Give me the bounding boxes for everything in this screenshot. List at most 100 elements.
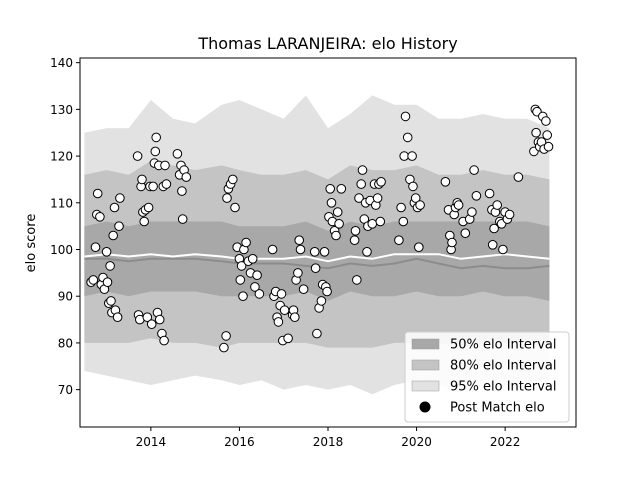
post-match-point (543, 141, 554, 152)
post-match-point (102, 277, 113, 288)
post-match-point (319, 247, 330, 257)
post-match-point (160, 160, 170, 171)
post-match-point (498, 244, 508, 255)
post-match-point (542, 130, 553, 140)
x-tick-label: 2022 (490, 435, 521, 449)
post-match-point (92, 188, 103, 199)
post-match-point (142, 312, 153, 323)
post-match-point (177, 186, 187, 196)
post-match-point (447, 237, 457, 248)
post-match-point (356, 179, 367, 189)
post-match-point (325, 184, 336, 194)
post-match-point (372, 193, 383, 203)
post-match-point (489, 223, 499, 234)
x-tick-label: 2016 (224, 435, 255, 449)
post-match-point (352, 275, 362, 285)
x-tick-label: 2018 (313, 435, 344, 449)
post-match-point (106, 296, 116, 306)
post-match-point (467, 207, 477, 217)
post-match-point (143, 202, 154, 213)
post-match-point (90, 242, 101, 252)
post-match-point (310, 263, 321, 274)
post-match-point (236, 261, 247, 271)
post-match-point (267, 244, 278, 255)
interval-bands (84, 95, 550, 395)
post-match-point (408, 181, 418, 192)
legend-box (404, 331, 570, 423)
post-match-point (290, 312, 300, 323)
post-match-point (276, 289, 287, 299)
post-match-point (88, 275, 99, 285)
y-axis-label: elo score (24, 214, 39, 273)
y-tick-label: 100 (50, 243, 73, 257)
post-match-point (250, 282, 260, 292)
post-match-point (295, 244, 306, 255)
post-match-point (161, 179, 172, 189)
post-match-point (150, 146, 161, 157)
post-match-point (230, 202, 240, 213)
post-match-point (309, 247, 320, 257)
post-match-point (139, 216, 149, 227)
post-match-point (541, 116, 551, 126)
post-match-point (235, 275, 246, 285)
legend-dot-swatch (419, 401, 431, 413)
post-match-point (400, 111, 411, 122)
post-match-point (273, 317, 284, 327)
post-match-point (181, 172, 192, 182)
post-match-point (146, 319, 157, 330)
post-match-point (504, 209, 515, 220)
y-tick-label: 130 (50, 103, 73, 117)
post-match-point (357, 165, 368, 175)
post-match-point (440, 177, 451, 187)
legend-band95-swatch (411, 380, 440, 392)
post-match-point (349, 235, 360, 245)
post-match-point (219, 342, 229, 353)
legend-label: 80% elo Interval (450, 359, 557, 374)
post-match-point (322, 286, 332, 297)
y-tick-label: 80 (58, 336, 73, 350)
x-tick-label: 2014 (136, 435, 167, 449)
post-match-point (221, 331, 231, 341)
post-match-point (487, 240, 498, 250)
post-match-point (159, 335, 169, 346)
post-match-point (394, 235, 404, 245)
post-match-point (137, 174, 147, 185)
y-tick-label: 120 (50, 150, 73, 164)
post-match-point (396, 202, 406, 213)
post-match-point (376, 177, 386, 187)
post-match-point (95, 212, 105, 222)
post-match-point (115, 193, 125, 203)
post-match-point (101, 247, 112, 257)
post-match-point (132, 151, 143, 161)
post-match-point (471, 191, 482, 201)
legend-label: Post Match elo (450, 401, 545, 416)
y-tick-label: 140 (50, 56, 73, 70)
post-match-point (148, 181, 158, 192)
post-match-point (283, 333, 293, 344)
post-match-point (332, 207, 343, 217)
band-50-interval (84, 221, 550, 301)
post-match-point (484, 188, 495, 199)
post-match-point (252, 270, 262, 281)
chart-title: Thomas LARANJEIRA: elo History (197, 34, 457, 53)
post-match-point (331, 230, 341, 241)
post-match-point (294, 235, 305, 245)
post-match-point (312, 328, 322, 339)
post-match-point (362, 247, 372, 257)
post-match-point (105, 261, 115, 271)
post-match-point (410, 193, 421, 203)
post-match-point (241, 237, 251, 248)
post-match-point (402, 132, 413, 143)
post-match-point (415, 200, 425, 210)
post-match-point (254, 289, 265, 299)
post-match-point (398, 216, 409, 227)
post-match-point (228, 174, 238, 185)
post-match-point (316, 296, 327, 306)
post-match-point (336, 184, 347, 194)
post-match-point (151, 132, 161, 143)
legend-label: 95% elo Interval (450, 380, 557, 395)
post-match-point (298, 284, 309, 295)
post-match-point (172, 149, 183, 159)
